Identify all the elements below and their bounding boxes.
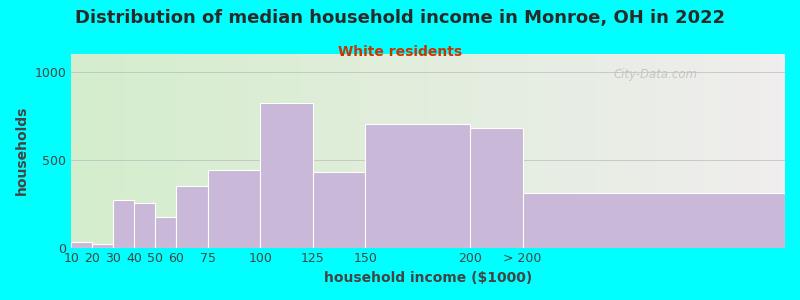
- Text: Distribution of median household income in Monroe, OH in 2022: Distribution of median household income …: [75, 9, 725, 27]
- Text: City-Data.com: City-Data.com: [614, 68, 698, 81]
- Bar: [155, 217, 176, 248]
- Bar: [114, 200, 134, 248]
- Bar: [92, 244, 114, 248]
- Bar: [208, 170, 260, 248]
- Bar: [71, 242, 92, 247]
- Bar: [134, 203, 155, 248]
- Bar: [522, 193, 785, 248]
- Bar: [260, 103, 313, 247]
- Y-axis label: households: households: [15, 106, 29, 196]
- Text: White residents: White residents: [338, 45, 462, 59]
- X-axis label: household income ($1000): household income ($1000): [324, 271, 532, 285]
- Bar: [176, 186, 208, 248]
- Bar: [365, 124, 470, 248]
- Bar: [470, 128, 522, 248]
- Bar: [313, 172, 365, 247]
